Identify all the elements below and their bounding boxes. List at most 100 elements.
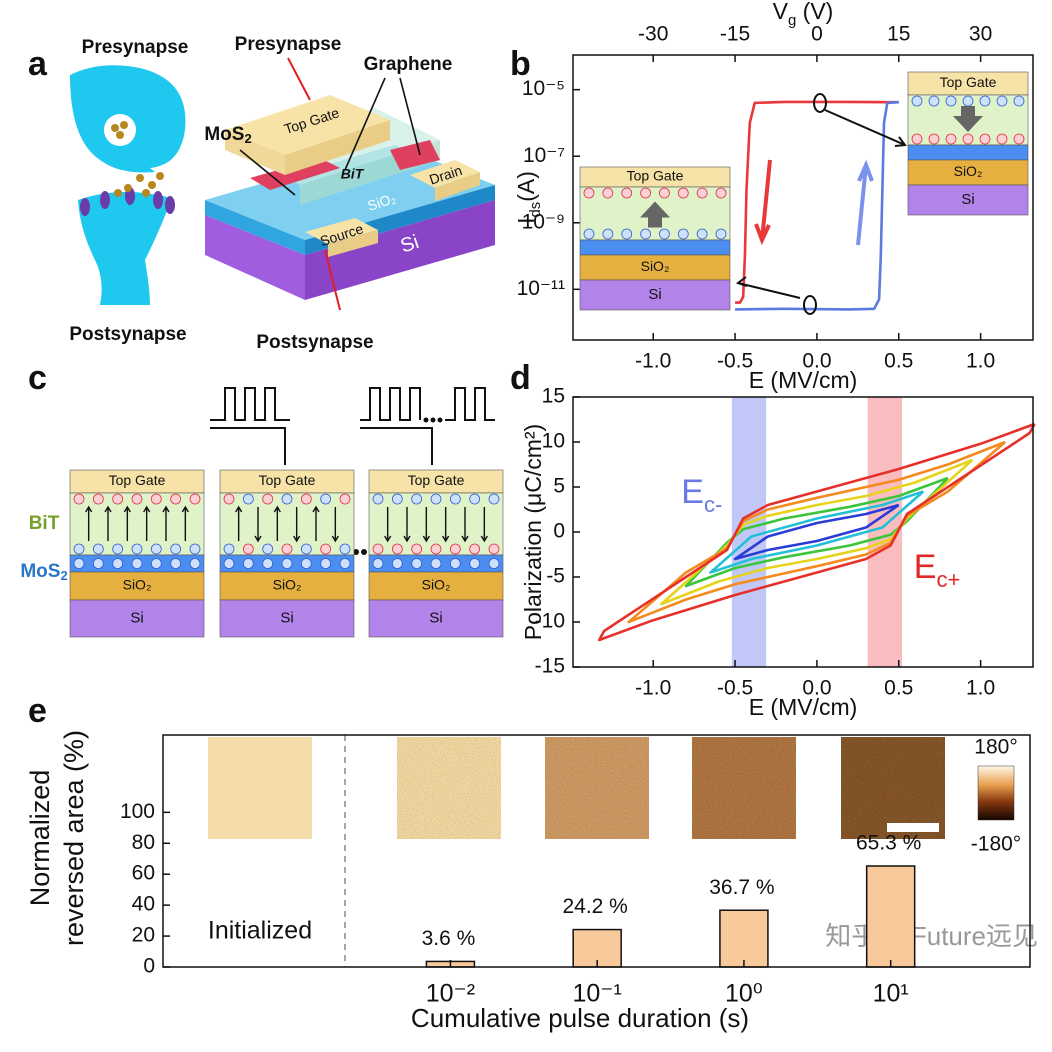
dipole-arrow	[85, 505, 93, 541]
charge	[677, 228, 689, 240]
x-tick-label: 10⁻¹	[573, 980, 622, 1008]
label: Presynapse	[82, 37, 189, 58]
charge	[223, 543, 235, 555]
pointer	[813, 93, 827, 113]
axis-label: I	[513, 218, 539, 224]
label: BiT	[29, 513, 60, 534]
charge	[945, 133, 957, 145]
charge	[488, 558, 500, 569]
bar	[719, 909, 769, 968]
label: Postsynapse	[256, 332, 373, 353]
charge	[411, 493, 423, 505]
layer	[219, 571, 355, 601]
charge	[449, 493, 461, 505]
bar	[865, 865, 916, 968]
x-tick-label: -0.5	[717, 350, 753, 373]
charge	[602, 228, 614, 240]
label: Graphene	[364, 54, 453, 75]
band-label: E	[681, 473, 704, 511]
layer-label: Si	[130, 609, 143, 626]
y-tick-label: 10⁻⁷	[523, 144, 565, 167]
layer-label: Si	[280, 609, 293, 626]
device-diagram	[205, 57, 495, 311]
charge	[621, 228, 633, 240]
x-tick-label: -0.5	[717, 677, 753, 700]
charge	[996, 133, 1008, 145]
charge	[112, 493, 124, 505]
layer-label: Top Gate	[408, 472, 465, 488]
dipole-arrow	[235, 505, 243, 541]
charge	[150, 493, 162, 505]
charge	[659, 187, 670, 199]
y-tick-label: -10	[535, 610, 565, 633]
dipole-arrow	[331, 507, 339, 543]
polarization-arrow	[953, 106, 983, 132]
pointer	[735, 276, 801, 299]
data-line	[597, 422, 1036, 642]
panel-label: a	[28, 45, 48, 83]
charge	[602, 187, 614, 199]
data-line	[735, 100, 899, 304]
charge	[411, 558, 423, 569]
charge	[488, 493, 500, 505]
charge	[223, 558, 235, 569]
x-axis-label: Cumulative pulse duration (s)	[411, 1003, 749, 1033]
charge	[621, 187, 633, 199]
charge	[430, 493, 442, 505]
label: Postsynapse	[69, 324, 186, 345]
annotation: Initialized	[208, 917, 312, 945]
layer	[907, 184, 1029, 216]
axis-label: ds	[527, 202, 544, 218]
charge	[469, 543, 481, 555]
charge	[300, 543, 312, 555]
pointer	[803, 295, 817, 315]
charge	[73, 558, 85, 569]
label: MoS2	[20, 561, 67, 583]
charge	[979, 95, 991, 107]
charge	[320, 558, 332, 569]
layer	[907, 144, 1029, 161]
y-tick-label: 10⁻¹¹	[517, 277, 565, 300]
panel-label: d	[510, 359, 531, 397]
layer-label: SiO₂	[954, 163, 983, 179]
charge	[242, 543, 254, 555]
afm-images	[208, 735, 1015, 967]
y-tick-label: 40	[132, 893, 155, 916]
dipole-arrow	[123, 505, 131, 541]
charge	[449, 543, 461, 555]
charge	[391, 543, 403, 555]
plot-frame	[572, 54, 1034, 341]
dipole-arrow	[181, 505, 189, 541]
x-tick-label: 15	[887, 23, 910, 46]
charge	[73, 493, 85, 505]
label: 2	[244, 131, 251, 146]
panel-label: c	[28, 359, 47, 397]
colorbar-label: 180°	[974, 736, 1017, 759]
dipole-arrow	[461, 507, 469, 543]
charge	[189, 558, 201, 569]
axis-label: (V)	[796, 0, 833, 24]
dipole-arrow	[104, 505, 112, 541]
colorbar-label: -180°	[971, 833, 1021, 856]
charge	[469, 493, 481, 505]
data-line	[733, 503, 900, 561]
plot-frame	[572, 396, 1034, 668]
pointer	[824, 109, 907, 147]
charge	[339, 493, 351, 505]
charge	[911, 133, 923, 145]
layer-label: Si	[429, 609, 442, 626]
charge	[372, 493, 384, 505]
dipole-arrow	[312, 505, 320, 541]
charge	[170, 493, 182, 505]
charge	[391, 493, 403, 505]
band-label: Ec+	[914, 548, 961, 592]
layer	[219, 599, 355, 638]
charge	[170, 543, 182, 555]
panel-label: e	[28, 692, 47, 730]
dipole-arrow	[403, 507, 411, 543]
y-tick-label: 15	[542, 385, 565, 408]
data-line	[709, 490, 925, 574]
y-tick-label: 0	[553, 520, 565, 543]
label: Presynapse	[235, 34, 342, 55]
charge	[583, 187, 595, 199]
